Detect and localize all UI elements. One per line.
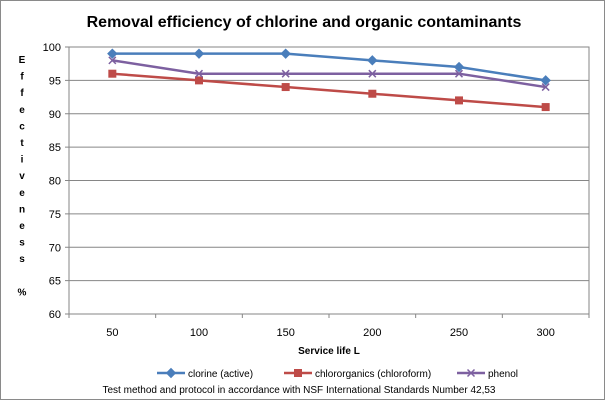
data-point: [368, 69, 377, 78]
data-point: [454, 69, 464, 78]
series-line: [112, 59, 546, 89]
legend-item: chlororganics (chloroform): [284, 369, 431, 380]
y-axis-title-letter: c: [19, 121, 25, 132]
y-axis-title-letter: e: [19, 221, 25, 232]
legend: clorine (active) chlororganics (chlorofor…: [157, 367, 518, 380]
y-tick-label: 65: [49, 276, 61, 288]
x-tick-label: 250: [450, 327, 468, 339]
series-group: [107, 48, 551, 112]
series-2: [108, 69, 550, 112]
y-axis-title-letter: i: [21, 155, 24, 166]
x-tick-label: 100: [190, 327, 208, 339]
y-axis-title-letter: E: [19, 55, 26, 66]
data-point: [193, 48, 205, 59]
series-line: [112, 52, 546, 82]
y-axis: 60 65 70 75 80 85 90 95 100: [43, 42, 69, 321]
y-axis-title-letter: n: [19, 204, 25, 215]
y-axis-title-letter: f: [20, 88, 24, 99]
y-tick-label: 100: [43, 42, 61, 54]
legend-marker: [294, 369, 302, 377]
data-point: [108, 56, 117, 65]
series-1: [107, 48, 551, 86]
data-point: [281, 69, 290, 78]
gridlines: [69, 79, 589, 282]
legend-marker: [466, 368, 476, 378]
y-tick-label: 60: [49, 309, 61, 321]
data-point: [541, 103, 550, 112]
data-point: [368, 89, 377, 98]
y-axis-title-letter: s: [19, 254, 25, 265]
data-point: [108, 69, 117, 78]
data-point: [194, 69, 204, 78]
data-point: [281, 83, 290, 92]
data-point: [367, 55, 378, 66]
legend-label: clorine (active): [188, 369, 253, 380]
chart-title: Removal efficiency of chlorine and organ…: [87, 14, 522, 31]
data-point: [453, 61, 465, 73]
series-3: [108, 56, 550, 92]
y-axis-title-letter: e: [19, 188, 25, 199]
x-axis-title: Service life L: [298, 346, 360, 357]
legend-label: chlororganics (chloroform): [315, 369, 431, 380]
legend-label: phenol: [488, 369, 518, 380]
y-axis-title-letter: %: [18, 287, 27, 298]
y-tick-label: 90: [49, 109, 61, 121]
y-axis-title-letter: s: [19, 238, 25, 249]
y-tick-label: 70: [49, 242, 61, 254]
x-axis: 50 100 150 200 250 300: [68, 314, 590, 339]
data-point: [541, 83, 550, 92]
data-point: [195, 76, 203, 85]
x-tick-label: 200: [363, 327, 381, 339]
y-tick-label: 85: [49, 142, 61, 154]
data-point: [280, 48, 291, 59]
x-tick-label: 50: [106, 327, 118, 339]
legend-item: phenol: [457, 368, 518, 380]
y-axis-title-letter: f: [20, 72, 24, 83]
y-tick-label: 80: [49, 176, 61, 188]
data-point: [455, 96, 463, 105]
x-tick-label: 300: [536, 327, 554, 339]
legend-marker: [165, 367, 177, 379]
y-axis-title-letter: e: [19, 105, 25, 116]
y-tick-label: 75: [49, 209, 61, 221]
legend-item: clorine (active): [157, 367, 253, 380]
y-axis-title-letter: v: [19, 171, 25, 182]
data-point: [540, 75, 551, 86]
data-point: [107, 48, 118, 59]
series-line: [112, 72, 546, 109]
y-axis-title-letter: t: [20, 138, 24, 149]
x-tick-label: 150: [276, 327, 294, 339]
footnote: Test method and protocol in accordance w…: [103, 385, 496, 396]
y-tick-label: 95: [49, 75, 61, 87]
